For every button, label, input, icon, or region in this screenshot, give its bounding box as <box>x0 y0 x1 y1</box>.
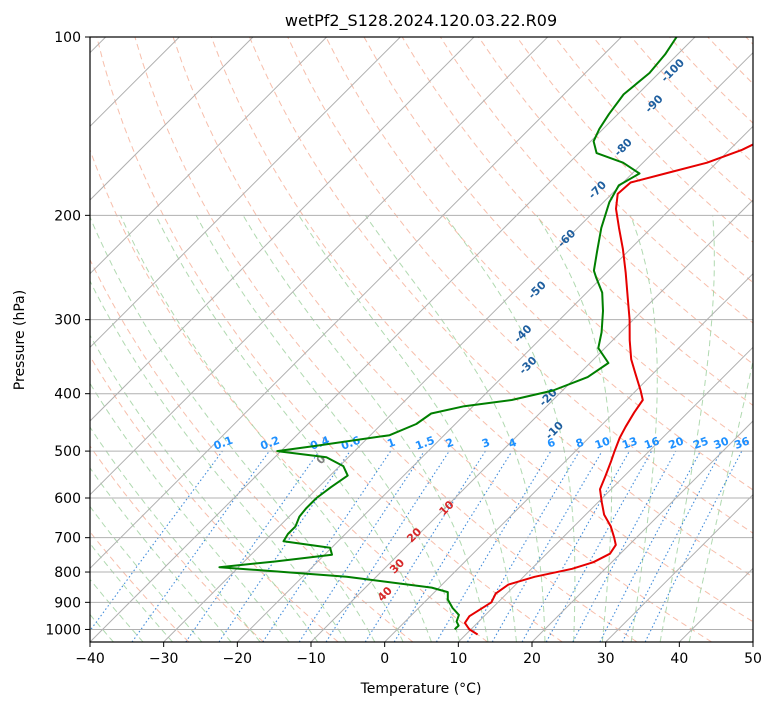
y-tick-label: 400 <box>54 387 81 403</box>
dry-adiabat-line <box>90 355 339 642</box>
y-tick-label: 100 <box>54 30 81 46</box>
dewpoint-profile-line <box>218 37 678 631</box>
mixing-ratio-label: 16 <box>642 434 661 452</box>
moist-adiabat-line <box>90 279 347 642</box>
mixing-ratio-label: 4 <box>507 436 519 451</box>
dry-adiabat-line <box>210 37 753 623</box>
mixing-ratio-label: 1.5 <box>414 434 437 453</box>
mixing-ratio-label: 25 <box>691 434 710 451</box>
mixing-ratio-line <box>218 450 351 642</box>
mixing-ratio-line <box>262 450 392 642</box>
x-tick-label: 0 <box>380 651 389 667</box>
y-tick-label: 800 <box>54 565 81 581</box>
plot-frame <box>89 36 754 643</box>
y-tick-label: 900 <box>54 595 81 611</box>
y-tick-label: 700 <box>54 531 81 547</box>
dry-adiabat-line <box>325 37 753 491</box>
mixing-ratio-line <box>644 450 743 642</box>
moist-adiabat-line <box>630 215 658 642</box>
isotherm-line <box>310 199 753 642</box>
mixing-ratio-line <box>325 450 450 642</box>
y-tick-label: 200 <box>54 208 81 224</box>
isotherm-line <box>90 37 475 422</box>
isotherm-line <box>457 346 753 642</box>
moist-adiabat-line <box>444 215 576 642</box>
x-tick-label: 50 <box>744 651 762 667</box>
mixing-ratio-label: 36 <box>733 434 752 452</box>
x-tick-label: −30 <box>149 651 179 667</box>
x-axis-label: Temperature (°C) <box>360 681 482 697</box>
moist-adiabat-line <box>195 215 461 642</box>
mixing-ratio-label: 6 <box>545 436 557 451</box>
isotherm-line <box>605 493 753 642</box>
x-tick-label: 30 <box>597 651 615 667</box>
dry-adiabat-line <box>249 37 753 578</box>
dry-adiabat-line <box>172 37 712 642</box>
dry-adiabat-line <box>90 258 414 642</box>
moist-adiabat-line <box>536 215 613 642</box>
mixing-ratio-label: 10 <box>593 434 612 452</box>
mixing-ratio-label: 13 <box>620 434 639 451</box>
moist-adiabat-line <box>90 426 261 642</box>
moist-adiabat-line <box>90 505 203 642</box>
mixing-ratio-line <box>298 450 425 642</box>
y-tick-label: 600 <box>54 491 81 507</box>
moist-adiabat-line <box>155 215 432 642</box>
x-tick-label: 40 <box>670 651 688 667</box>
x-tick-label: 10 <box>449 651 467 667</box>
chart-title: wetPf2_S128.2024.120.03.22.R09 <box>285 11 557 31</box>
moist-adiabat-line <box>90 215 376 642</box>
mixing-ratio-label: 30 <box>712 434 731 452</box>
isotherm-line <box>163 51 753 642</box>
mixing-ratio-line <box>393 450 513 642</box>
isotherm-line <box>90 37 549 496</box>
mixing-ratio-label: 3 <box>480 436 492 451</box>
y-tick-label: 1000 <box>45 622 81 638</box>
temperature-profile-line <box>463 143 753 636</box>
dry-adiabat-line <box>96 37 563 642</box>
moist-adiabat-line <box>364 215 546 642</box>
x-tick-label: −20 <box>223 651 253 667</box>
isotherm-line <box>90 37 328 275</box>
dry-adiabat-line <box>90 445 264 642</box>
mixing-ratio-line <box>131 450 270 642</box>
moist-adiabat-line <box>659 215 715 642</box>
isotherm-line <box>90 37 254 201</box>
mixing-ratio-label: 2 <box>444 436 456 451</box>
mixing-ratio-label: 0.2 <box>259 434 282 453</box>
x-tick-label: −10 <box>296 651 326 667</box>
mixing-ratio-line <box>521 450 630 642</box>
dry-adiabat-line <box>516 37 753 284</box>
mixing-ratio-line <box>90 450 223 632</box>
y-tick-label: 500 <box>54 444 81 460</box>
isotherm-line <box>236 125 753 642</box>
isotherm-line <box>531 420 753 642</box>
isotherm-line <box>90 37 622 570</box>
mixing-ratio-label: 0.1 <box>212 434 235 453</box>
mixing-ratio-line <box>572 450 677 642</box>
isotherm-line <box>384 272 753 642</box>
mixing-ratio-label: 20 <box>667 434 686 452</box>
mixing-ratio-label: 1 <box>385 436 397 451</box>
mixing-ratio-line <box>185 450 320 642</box>
y-axis-label: Pressure (hPa) <box>12 290 28 390</box>
isotherm-line <box>90 37 401 349</box>
x-tick-label: 20 <box>523 651 541 667</box>
mixing-ratio-label: 0.4 <box>309 434 332 453</box>
mixing-ratio-label: 8 <box>574 436 586 451</box>
dry-adiabat-line <box>287 37 753 534</box>
mixing-ratio-label: 0.6 <box>339 434 362 453</box>
moist-adiabat-line <box>120 215 404 642</box>
x-tick-label: −40 <box>75 651 105 667</box>
y-tick-label: 300 <box>54 313 81 329</box>
moist-adiabat-line <box>90 467 232 642</box>
moist-adiabat-line <box>90 334 319 642</box>
